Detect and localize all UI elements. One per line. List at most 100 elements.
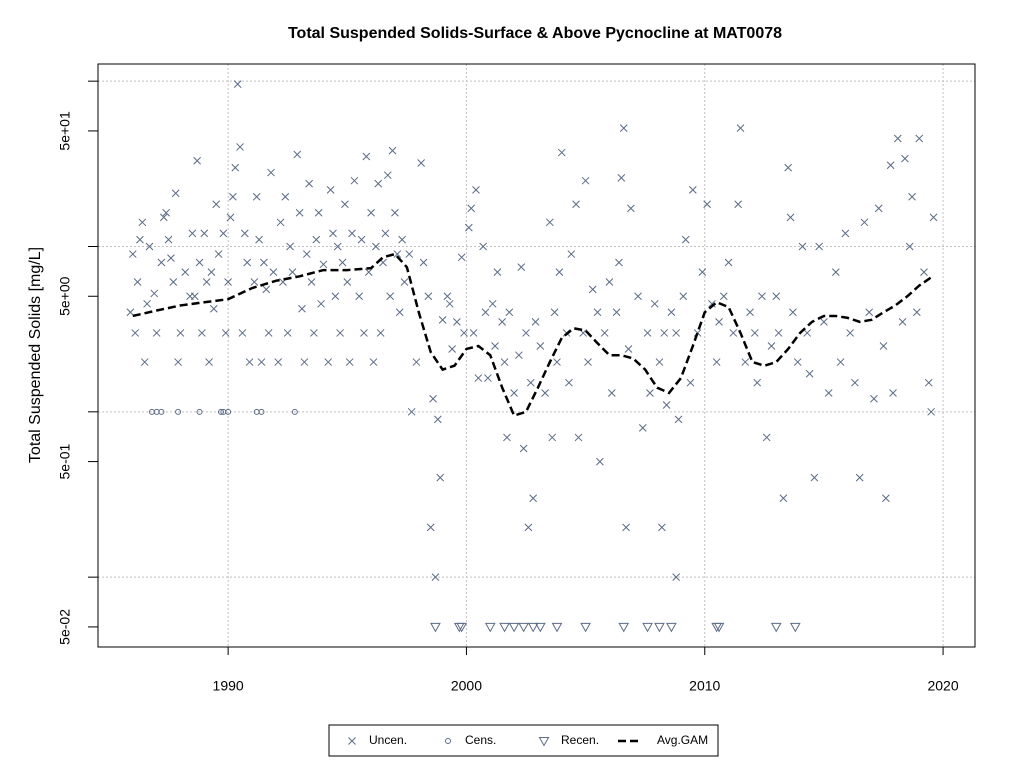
point: [219, 229, 228, 238]
point: [688, 186, 697, 194]
point: [200, 229, 209, 238]
point: [226, 213, 235, 222]
point: [619, 124, 628, 132]
point: [198, 329, 206, 337]
point: [527, 622, 539, 633]
point: [164, 235, 173, 244]
y-tick-label: 5e+00: [57, 276, 73, 316]
point: [209, 304, 218, 313]
point: [143, 299, 151, 308]
point: [217, 408, 224, 415]
gam-line: [132, 252, 932, 418]
point: [159, 213, 168, 222]
point: [750, 329, 759, 337]
point: [467, 204, 476, 213]
point: [729, 329, 738, 337]
point: [167, 254, 175, 263]
point: [469, 329, 478, 337]
point: [258, 408, 265, 415]
point: [383, 171, 392, 180]
point: [893, 134, 902, 143]
point: [526, 378, 535, 387]
point: [851, 378, 859, 387]
point: [715, 318, 723, 326]
point: [762, 433, 771, 442]
point: [905, 242, 914, 251]
point: [865, 308, 874, 317]
point: [810, 473, 819, 482]
point: [548, 433, 557, 442]
point: [250, 278, 259, 286]
point: [453, 318, 461, 326]
point: [430, 622, 441, 633]
point: [386, 292, 395, 301]
point: [131, 329, 140, 337]
point: [364, 268, 373, 276]
x-tick-label: 1990: [213, 678, 244, 694]
legend: Uncen. Cens. Recen. Avg.GAM: [348, 733, 708, 747]
point: [491, 342, 499, 350]
point: [643, 329, 652, 337]
point: [391, 208, 399, 217]
point: [298, 304, 306, 313]
point: [343, 278, 352, 286]
point: [257, 358, 266, 366]
point: [255, 235, 263, 244]
point: [221, 329, 230, 337]
point: [767, 342, 776, 350]
point: [550, 308, 559, 317]
point: [240, 229, 249, 238]
point: [326, 186, 335, 194]
point: [574, 433, 583, 442]
point: [225, 408, 232, 415]
point: [488, 299, 497, 308]
point: [372, 242, 380, 251]
point: [784, 163, 793, 172]
point: [584, 358, 592, 366]
point: [479, 242, 487, 251]
point: [698, 268, 707, 276]
point: [758, 292, 766, 301]
point: [345, 358, 354, 366]
point: [879, 342, 888, 350]
point: [202, 278, 211, 286]
point: [815, 242, 823, 251]
point: [484, 622, 496, 633]
point: [274, 358, 283, 366]
point: [615, 258, 623, 267]
point: [260, 258, 268, 267]
point: [618, 622, 630, 633]
point: [624, 345, 633, 353]
point: [553, 358, 561, 366]
point: [789, 308, 797, 317]
point: [634, 292, 642, 301]
point: [424, 292, 433, 301]
point: [503, 433, 511, 442]
point: [133, 278, 142, 286]
point: [713, 622, 725, 633]
point: [398, 235, 406, 244]
point: [836, 358, 845, 366]
point: [231, 163, 240, 172]
point: [793, 358, 802, 366]
point: [753, 378, 762, 387]
point: [238, 329, 247, 337]
point: [152, 329, 161, 337]
point: [291, 408, 298, 415]
point: [920, 268, 928, 276]
point: [286, 242, 294, 251]
point: [429, 394, 437, 403]
point: [882, 494, 890, 503]
point: [305, 179, 314, 188]
point: [407, 407, 416, 416]
point: [190, 292, 199, 301]
point: [638, 423, 647, 432]
point: [555, 268, 564, 276]
point: [551, 622, 563, 633]
x-tick-label: 2020: [927, 678, 958, 694]
point: [158, 408, 165, 415]
point: [870, 394, 878, 403]
point: [283, 329, 292, 337]
point: [541, 389, 549, 397]
point: [412, 358, 421, 366]
